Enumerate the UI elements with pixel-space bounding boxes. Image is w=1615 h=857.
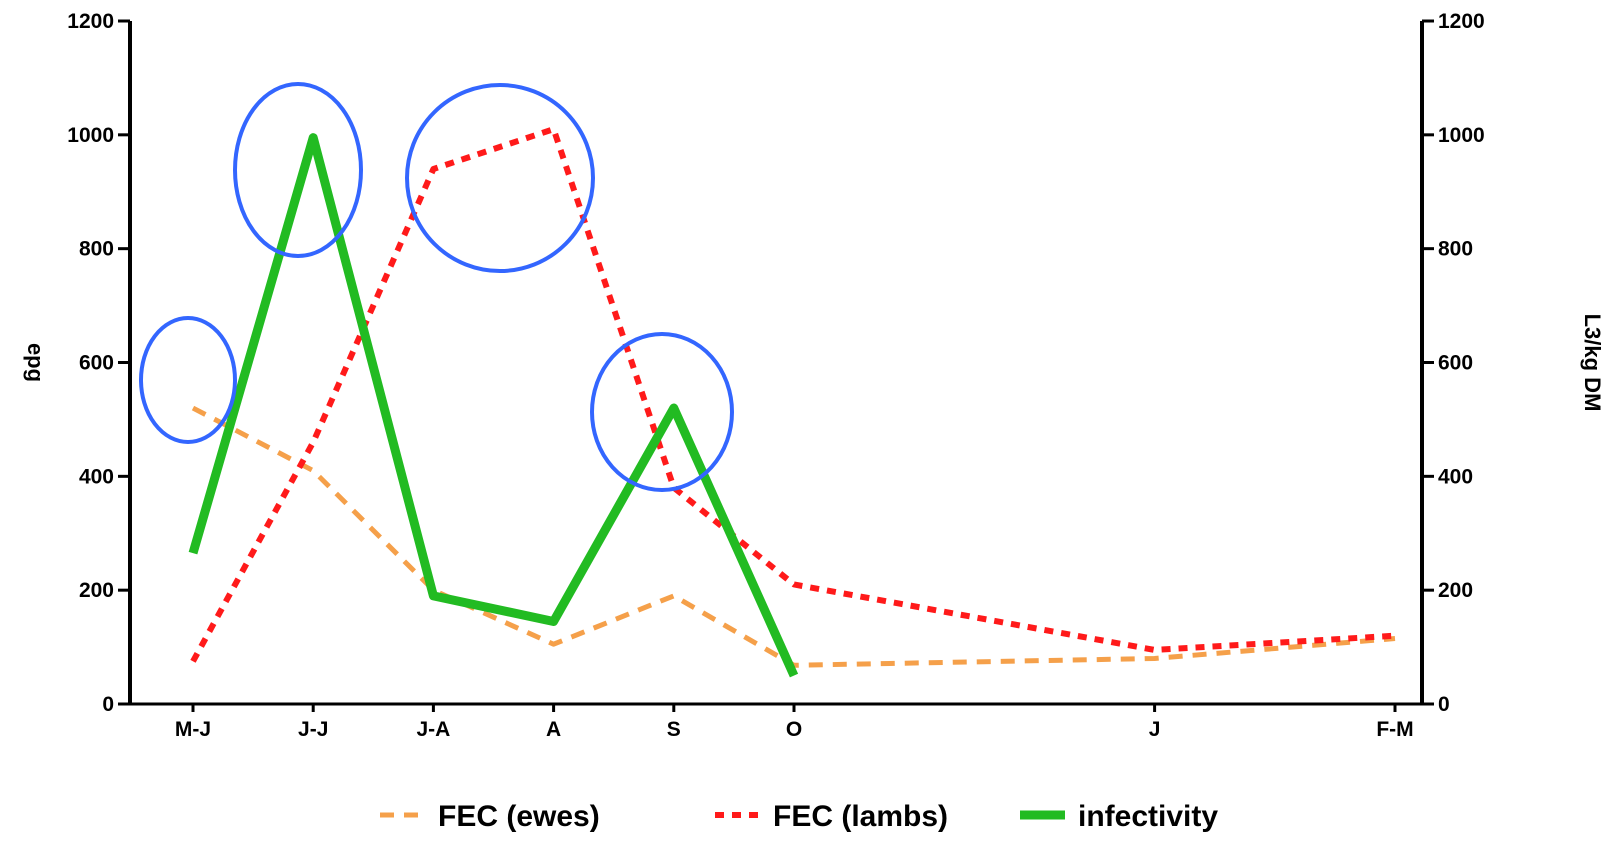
- highlight-circle: [590, 332, 734, 492]
- y-axis-title-left: epg: [23, 343, 48, 382]
- y-tick-label-left: 0: [102, 693, 114, 716]
- axes: 0 0 200 200 400 400 600 600 800 800 1000 1000 1200 12…: [23, 10, 1605, 741]
- legend: FEC (ewes) FEC (lambs) infectivity: [380, 800, 1218, 833]
- y-tick-label-left: 800: [79, 238, 114, 261]
- y-tick-label-right: 1200: [1438, 10, 1485, 33]
- y-tick-label-right: 800: [1438, 238, 1473, 261]
- y-tick-label-right: 0: [1438, 693, 1450, 716]
- series-line-infectivity: [188, 133, 799, 678]
- x-tick-label: J-A: [416, 718, 450, 741]
- y-tick-label-right: 1000: [1438, 124, 1485, 147]
- x-tick-label: J: [1149, 718, 1161, 741]
- x-tick-label: M-J: [175, 718, 211, 741]
- y-tick-label-left: 200: [79, 579, 114, 602]
- legend-label: FEC (ewes): [438, 800, 600, 833]
- x-tick-label: A: [546, 718, 561, 741]
- highlight-circle: [233, 82, 363, 258]
- series-group: [188, 126, 1396, 678]
- series-line-fec-lambs-: [190, 126, 1396, 663]
- legend-label: FEC (lambs): [773, 800, 948, 833]
- legend-label: infectivity: [1078, 800, 1218, 833]
- highlight-circle: [405, 83, 595, 273]
- highlight-circle: [139, 316, 237, 444]
- x-tick-label: F-M: [1376, 718, 1413, 741]
- y-tick-label-left: 1200: [67, 10, 114, 33]
- x-tick-label: S: [667, 718, 681, 741]
- y-tick-label-left: 600: [79, 352, 114, 375]
- x-tick-label: O: [786, 718, 802, 741]
- series-line-fec-ewes-: [191, 405, 1396, 668]
- y-tick-label-right: 200: [1438, 579, 1473, 602]
- y-axis-title-right: L3/kg DM: [1580, 314, 1605, 412]
- y-tick-label-left: 400: [79, 465, 114, 488]
- y-tick-label-left: 1000: [67, 124, 114, 147]
- y-tick-label-right: 400: [1438, 465, 1473, 488]
- highlight-circles: [139, 82, 734, 492]
- y-tick-label-right: 600: [1438, 352, 1473, 375]
- x-tick-label: J-J: [298, 718, 328, 741]
